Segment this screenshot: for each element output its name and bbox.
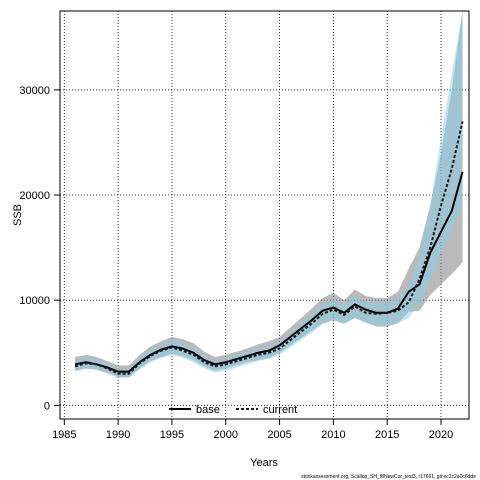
band-base (75, 11, 463, 377)
y-tick-label: 20000 (19, 190, 50, 202)
legend-base-label: base (196, 404, 220, 416)
x-tick-label: 2015 (375, 429, 399, 441)
x-tick-label: 1985 (52, 429, 76, 441)
y-tick-label: 0 (44, 400, 50, 412)
x-tick-label: 2000 (214, 429, 238, 441)
x-tick-label: 1995 (160, 429, 184, 441)
x-axis-label: Years (250, 457, 278, 469)
series-lines (74, 121, 464, 375)
line-current (74, 121, 464, 375)
y-tick-label: 10000 (19, 295, 50, 307)
y-tick-label: 30000 (19, 85, 50, 97)
x-tick-label: 2020 (429, 429, 453, 441)
plot-frame (59, 10, 470, 420)
watermark-text: stockassessment.org, Scallop_SH_f8NewCor… (301, 474, 476, 480)
x-tick-label: 2005 (267, 429, 291, 441)
x-tick-label: 1990 (106, 429, 130, 441)
legend-current-label: current (263, 404, 297, 416)
x-axis-ticks: 1985 1990 1995 2000 2005 2010 2015 2020 (52, 419, 453, 441)
legend: base current (169, 404, 297, 416)
y-axis-ticks: 0 10000 20000 30000 (19, 85, 60, 412)
band-current (75, 11, 463, 378)
x-tick-label: 2010 (321, 429, 345, 441)
confidence-bands (75, 11, 463, 378)
y-axis-label: SSB (12, 204, 24, 226)
